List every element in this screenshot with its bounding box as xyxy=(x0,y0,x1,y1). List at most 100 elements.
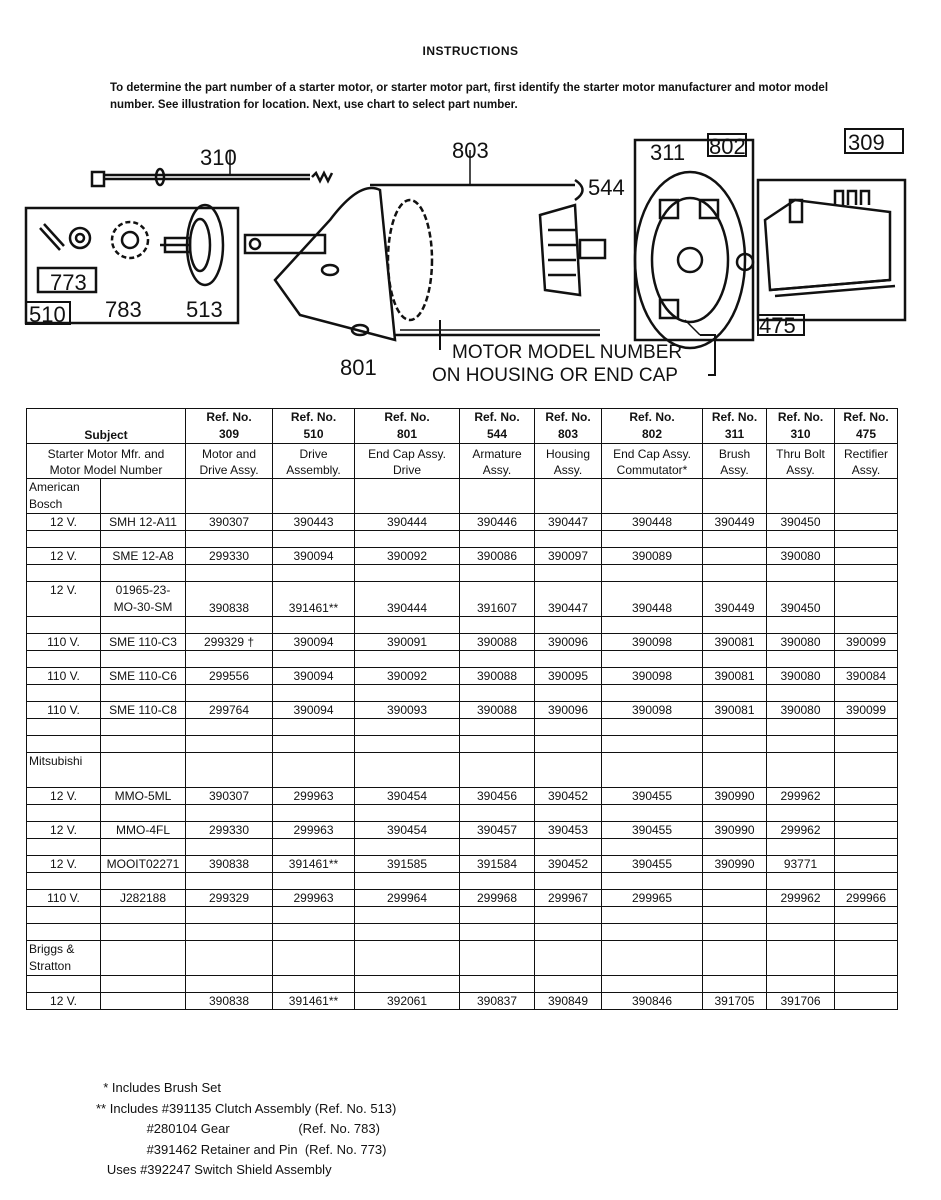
part-number-cell: 390454 xyxy=(354,821,460,839)
table-cell xyxy=(834,478,898,514)
description-line: Assy. xyxy=(553,463,583,477)
table-cell xyxy=(26,872,101,890)
model-number-cell: SME 110-C8 xyxy=(100,701,186,719)
table-cell xyxy=(534,478,602,514)
table-cell xyxy=(354,684,460,702)
part-number-cell: 390849 xyxy=(534,992,602,1010)
part-number-cell: 299968 xyxy=(459,889,535,907)
footnote: #391462 Retainer and Pin (Ref. No. 773) xyxy=(96,1141,387,1157)
part-number-cell xyxy=(834,513,898,531)
table-cell xyxy=(100,872,186,890)
part-number-cell: 390307 xyxy=(185,513,273,531)
table-cell xyxy=(459,838,535,856)
description-line: Assy. xyxy=(482,463,512,477)
voltage-cell: 110 V. xyxy=(26,633,101,651)
table-cell xyxy=(100,735,186,753)
table-cell xyxy=(272,923,355,941)
part-number-cell xyxy=(702,547,767,565)
table-cell xyxy=(185,616,273,634)
table-cell xyxy=(834,872,898,890)
part-number-cell: 390080 xyxy=(766,667,835,685)
table-cell xyxy=(354,478,460,514)
table-cell xyxy=(185,650,273,668)
armature-illustration xyxy=(538,203,607,297)
part-number-cell: 299962 xyxy=(766,821,835,839)
part-number-cell: 391461** xyxy=(272,581,355,617)
table-cell xyxy=(534,975,602,993)
table-cell xyxy=(534,530,602,548)
table-cell xyxy=(185,718,273,736)
part-number-cell xyxy=(702,889,767,907)
table-cell xyxy=(354,940,460,976)
column-header-ref-544: Ref. No. 544 xyxy=(459,408,535,444)
table-cell xyxy=(834,564,898,582)
part-number-cell: 390838 xyxy=(185,581,273,617)
column-description: Thru Bolt Assy. xyxy=(766,443,835,479)
table-cell xyxy=(354,975,460,993)
table-cell xyxy=(185,735,273,753)
model-number-cell: MMO-5ML xyxy=(100,787,186,805)
part-number-cell: 390447 xyxy=(534,513,602,531)
part-number-cell: 390080 xyxy=(766,547,835,565)
spacer-row xyxy=(26,650,898,668)
table-row: 110 V. SME 110-C8 299764 390094 390093 390088… xyxy=(26,701,898,719)
voltage-cell: 12 V. xyxy=(26,855,101,873)
voltage-cell: 110 V. xyxy=(26,889,101,907)
ref-label: Ref. No. xyxy=(545,410,591,424)
description-line: Armature xyxy=(472,447,522,461)
table-cell xyxy=(702,752,767,788)
part-number-cell: 390448 xyxy=(601,581,703,617)
part-number-cell: 390094 xyxy=(272,667,355,685)
column-header-ref-803: Ref. No. 803 xyxy=(534,408,602,444)
table-cell xyxy=(459,752,535,788)
part-number-cell: 299330 xyxy=(185,547,273,565)
description-line: Assy. xyxy=(851,463,881,477)
column-header-ref-309: Ref. No. 309 xyxy=(185,408,273,444)
table-cell xyxy=(100,718,186,736)
table-cell xyxy=(26,906,101,924)
table-cell xyxy=(766,650,835,668)
table-cell xyxy=(272,735,355,753)
label-801: 801 xyxy=(340,355,377,380)
ref-number: 801 xyxy=(396,427,418,441)
part-number-cell: 390094 xyxy=(272,633,355,651)
table-cell xyxy=(702,906,767,924)
table-cell xyxy=(766,975,835,993)
table-cell xyxy=(459,906,535,924)
part-number-cell: 390088 xyxy=(459,701,535,719)
table-cell xyxy=(766,735,835,753)
table-cell xyxy=(26,735,101,753)
part-number-cell: 299330 xyxy=(185,821,273,839)
table-cell xyxy=(100,752,186,788)
manufacturer-group-row: Mitsubishi xyxy=(26,752,898,788)
ref-number: 310 xyxy=(790,427,811,441)
table-cell xyxy=(100,616,186,634)
table-cell xyxy=(100,478,186,514)
table-cell xyxy=(766,752,835,788)
table-cell xyxy=(185,923,273,941)
table-cell xyxy=(534,906,602,924)
table-cell xyxy=(459,975,535,993)
end-cap-commutator-illustration xyxy=(633,138,755,350)
manufacturer-group-row: Briggs & Stratton xyxy=(26,940,898,976)
table-cell xyxy=(272,838,355,856)
table-cell xyxy=(766,940,835,976)
table-cell xyxy=(185,872,273,890)
table-row: 12 V. MMO-4FL 299330 299963 390454 390457 3904… xyxy=(26,821,898,839)
table-cell xyxy=(601,530,703,548)
subject-header: Subject xyxy=(26,408,186,444)
spacer-row xyxy=(26,906,898,924)
part-number-cell: 390838 xyxy=(185,855,273,873)
part-number-cell: 390089 xyxy=(601,547,703,565)
table-cell xyxy=(534,650,602,668)
ref-label: Ref. No. xyxy=(290,410,337,424)
ref-number: 475 xyxy=(855,427,877,441)
table-cell xyxy=(272,478,355,514)
table-row: 110 V. J282188 299329 299963 299964 299968 299… xyxy=(26,889,898,907)
footnote: #280104 Gear (Ref. No. 783) xyxy=(96,1121,380,1136)
ref-label: Ref. No. xyxy=(384,410,430,424)
manufacturer-group-row: American Bosch xyxy=(26,478,898,514)
part-number-cell xyxy=(834,821,898,839)
column-header-ref-801: Ref. No. 801 xyxy=(354,408,460,444)
column-header-ref-475: Ref. No. 475 xyxy=(834,408,898,444)
